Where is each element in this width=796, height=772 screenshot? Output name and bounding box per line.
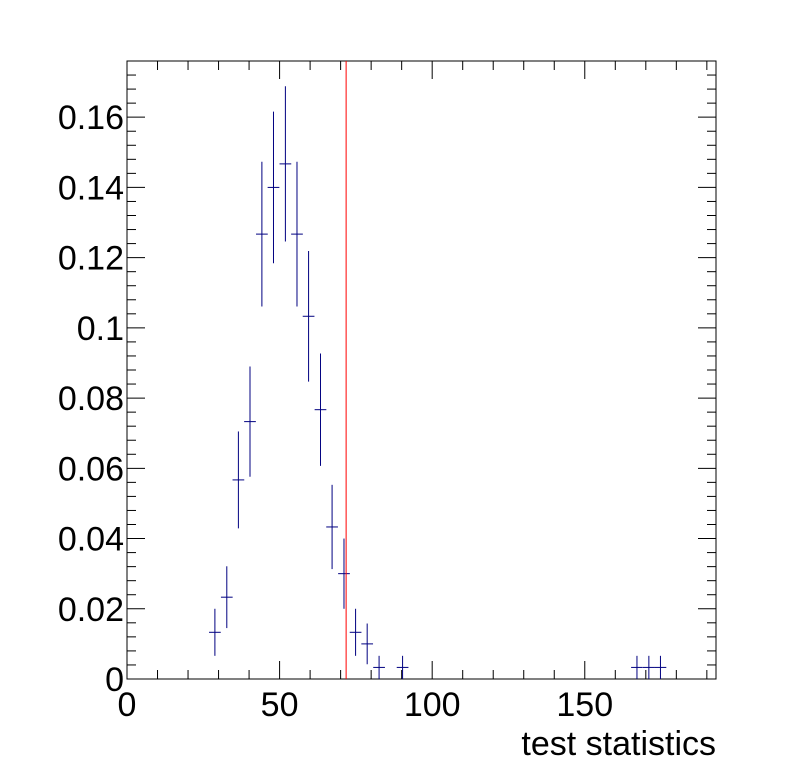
data-point xyxy=(256,161,268,307)
data-point xyxy=(373,655,385,679)
data-point xyxy=(209,608,221,656)
x-tick-label: 100 xyxy=(404,686,461,724)
y-tick-label: 0.02 xyxy=(58,591,124,629)
data-markers xyxy=(209,86,667,679)
y-tick-label: 0.06 xyxy=(58,450,124,488)
data-point xyxy=(361,623,374,665)
x-tick-label: 50 xyxy=(261,686,299,724)
y-tick-label: 0.1 xyxy=(77,310,124,348)
y-tick-label: 0.12 xyxy=(58,240,124,278)
data-point xyxy=(291,161,303,307)
data-point xyxy=(396,655,409,679)
data-point xyxy=(631,655,643,679)
data-point xyxy=(338,538,350,609)
data-point xyxy=(220,566,233,629)
y-axis-tick-labels: 0 0.02 0.04 0.06 0.08 0.1 0.12 0.14 0.16 xyxy=(58,99,124,699)
y-tick-label: 0.14 xyxy=(58,169,124,207)
data-point xyxy=(643,655,655,679)
x-axis-tick-labels: 0 50 100 150 xyxy=(118,686,614,724)
x-axis-title: test statistics xyxy=(521,725,716,763)
y-tick-label: 0.16 xyxy=(58,99,124,137)
data-point xyxy=(654,655,667,679)
data-point xyxy=(326,484,338,570)
x-tick-label: 150 xyxy=(556,686,613,724)
x-tick-label: 0 xyxy=(118,686,137,724)
y-tick-label: 0 xyxy=(105,661,124,699)
data-point xyxy=(267,111,280,264)
data-point xyxy=(279,86,292,242)
y-tick-label: 0.04 xyxy=(58,521,124,559)
data-point xyxy=(314,353,327,466)
axis-ticks xyxy=(126,60,716,680)
plot-frame xyxy=(126,60,717,680)
data-point xyxy=(244,366,256,477)
y-tick-label: 0.08 xyxy=(58,380,124,418)
data-point xyxy=(302,250,315,382)
data-point xyxy=(232,431,245,529)
data-point xyxy=(349,608,362,656)
